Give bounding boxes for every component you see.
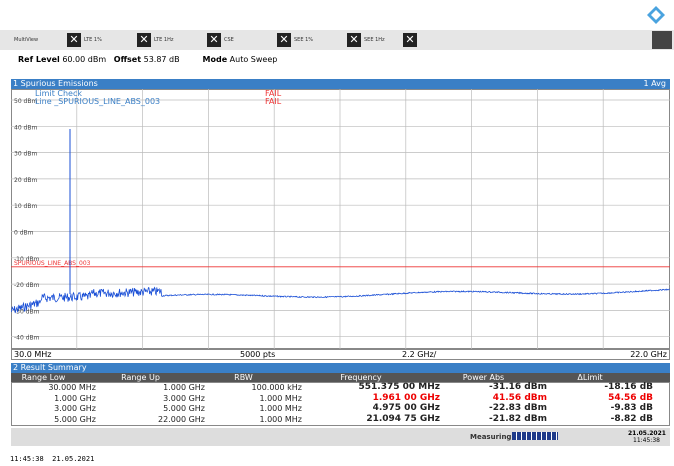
cell: -22.83 dBm — [488, 403, 547, 413]
window-header: 1 Spurious Emissions 1 Avg — [11, 79, 670, 89]
column-header: Range Low — [21, 373, 66, 382]
cell: 1.961 00 GHz — [372, 392, 440, 403]
tab[interactable]: SEE 1% — [294, 37, 314, 43]
cell: 1.000 MHz — [259, 393, 302, 403]
cell: 1.000 GHz — [163, 383, 205, 392]
close-tab[interactable]: ✕ — [137, 33, 151, 47]
close-tab[interactable]: ✕ — [277, 33, 291, 47]
y-label: 10 dBm — [14, 203, 37, 210]
axis-bar: 30.0 MHz 5000 pts 2.2 GHz/ 22.0 GHz — [11, 349, 670, 360]
cell: -8.82 dB — [610, 413, 653, 424]
table-body — [11, 382, 670, 426]
cell: -9.83 dB — [610, 403, 653, 413]
start-freq: 30.0 MHz — [14, 350, 52, 359]
mode-value: Auto Sweep — [229, 55, 278, 64]
y-label: -10 dBm — [14, 256, 40, 263]
column-header: Frequency — [340, 373, 382, 382]
status-time: 11:45:38 — [633, 437, 660, 444]
cell: 22.000 GHz — [158, 414, 205, 424]
cell: -31.16 dBm — [488, 382, 547, 392]
close-tab[interactable]: ✕ — [347, 33, 361, 47]
status-date: 21.05.2021 — [628, 430, 666, 437]
tab[interactable]: CSE — [224, 37, 234, 43]
window-title: 1 Spurious Emissions — [13, 79, 98, 88]
menu-button[interactable] — [652, 31, 672, 49]
y-label: -20 dBm — [14, 282, 40, 289]
cell: -18.16 dB — [604, 382, 653, 392]
tab[interactable]: SEE 1Hz — [364, 37, 385, 43]
cell: 21.094 75 GHz — [366, 413, 440, 424]
close-tab[interactable]: ✕ — [403, 33, 417, 47]
cell: 5.000 GHz — [163, 404, 205, 413]
ref-value: 60.00 dBm — [62, 55, 107, 64]
close-tab[interactable]: ✕ — [207, 33, 221, 47]
limit-line-label: SPURIOUS_LINE_ABS_003 — [14, 260, 91, 267]
cell: 30.000 MHz — [48, 383, 96, 392]
stop-freq: 22.0 GHz — [630, 350, 667, 359]
tab[interactable]: LTE 1% — [84, 37, 102, 43]
close-tab[interactable]: ✕ — [67, 33, 81, 47]
cell: 4.975 00 GHz — [372, 403, 440, 413]
y-label: 0 dBm — [14, 230, 34, 237]
limit-check-result: FAIL — [265, 89, 282, 98]
trace-label: 1 Avg — [643, 79, 666, 88]
mode-label: Mode — [202, 55, 228, 64]
cell: 41.56 dBm — [492, 392, 547, 403]
cell: 1.000 MHz — [259, 414, 302, 424]
column-header: Range Up — [121, 373, 160, 382]
cell: -21.82 dBm — [488, 413, 547, 424]
column-header: RBW — [234, 373, 253, 382]
cell: 5.000 GHz — [54, 414, 96, 424]
y-label: 50 dBm — [14, 98, 37, 105]
plot-frame — [11, 89, 670, 349]
status-bar — [11, 428, 670, 446]
offset-value: 53.87 dB — [143, 55, 180, 64]
cell: 1.000 MHz — [259, 404, 302, 413]
ref-label: Ref Level — [18, 55, 60, 64]
y-label: 20 dBm — [14, 177, 37, 184]
y-label: 40 dBm — [14, 124, 37, 131]
cell: 551.375 00 MHz — [358, 382, 440, 392]
column-header: ΔLimit — [577, 373, 603, 382]
line-name: Line _SPURIOUS_LINE_ABS_003 — [35, 97, 160, 106]
column-header — [11, 373, 670, 382]
settings-bar: Ref Level 60.00 dBm Offset 53.87 dB Mode… — [18, 55, 277, 64]
table-header: 2 Result Summary — [11, 363, 670, 373]
span: 2.2 GHz/ — [402, 350, 437, 359]
points: 5000 pts — [240, 350, 276, 359]
cell: 1.000 GHz — [54, 393, 96, 403]
line-result: FAIL — [265, 97, 282, 106]
table-title: 2 Result Summary — [13, 363, 87, 372]
logo — [647, 6, 665, 24]
plot: 50 dBm 40 dBm 30 dBm 20 dBm 10 dBm 0 dBm -10 d… — [11, 89, 670, 349]
trace — [11, 286, 670, 314]
limit-check: Limit Check — [35, 89, 82, 98]
column-header: Power Abs — [462, 373, 505, 382]
timestamp: 11:45:38 21.05.2021 — [10, 455, 95, 463]
status-state: Measuring... — [470, 433, 520, 441]
y-label: 30 dBm — [14, 151, 37, 158]
cell: 3.000 GHz — [54, 404, 96, 413]
y-label: -30 dBm — [14, 308, 40, 315]
tab[interactable]: MultiView — [14, 37, 39, 43]
y-label: -40 dBm — [14, 335, 40, 342]
cell: 3.000 GHz — [163, 393, 205, 403]
tab[interactable]: LTE 1Hz — [154, 37, 174, 43]
progress — [512, 432, 558, 440]
tab-bar — [0, 30, 674, 50]
cell: 100.000 kHz — [251, 383, 302, 392]
top-bar — [0, 0, 674, 30]
cell: 54.56 dB — [608, 392, 653, 403]
offset-label: Offset — [113, 55, 142, 64]
